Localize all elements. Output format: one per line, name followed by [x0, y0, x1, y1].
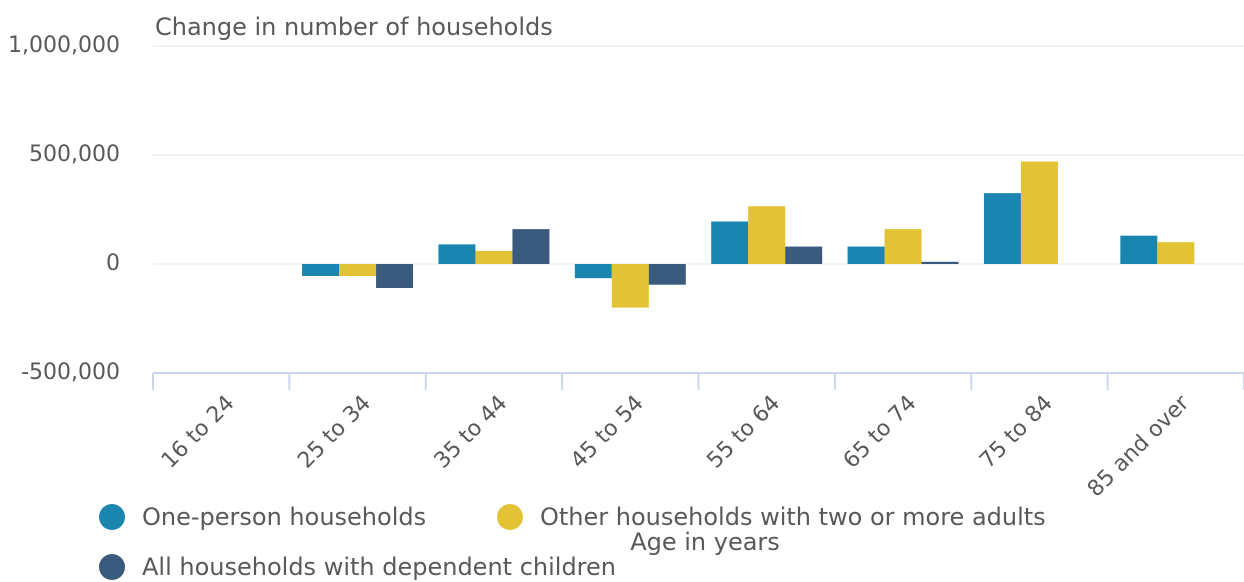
y-tick-label: 500,000	[29, 142, 120, 167]
legend-label: Other households with two or more adults	[540, 503, 1046, 531]
bar	[376, 264, 414, 288]
x-tick-label: 25 to 34	[293, 391, 376, 474]
x-tick-label: 75 to 84	[975, 391, 1058, 474]
legend-marker	[99, 554, 125, 580]
y-tick-label: 0	[106, 251, 120, 276]
x-tick-label: 16 to 24	[157, 391, 240, 474]
bar	[475, 250, 513, 264]
bar	[748, 206, 786, 264]
bar	[983, 193, 1021, 264]
chart-title: Change in number of households	[155, 13, 553, 41]
legend-label: One-person households	[142, 503, 426, 531]
bar	[921, 261, 959, 264]
x-tick-label: 55 to 64	[702, 391, 785, 474]
x-tick-label: 85 and over	[1083, 390, 1195, 502]
bar	[884, 229, 922, 264]
bar	[574, 264, 612, 279]
y-tick-label: -500,000	[21, 360, 120, 385]
bar	[648, 264, 686, 285]
legend-marker	[497, 504, 523, 530]
bar	[1120, 235, 1158, 264]
bar	[611, 264, 649, 308]
x-tick-label: 35 to 44	[430, 391, 513, 474]
bar	[512, 229, 550, 264]
legend-marker	[99, 504, 125, 530]
legend-label: All households with dependent children	[142, 553, 616, 581]
bar	[438, 244, 476, 264]
bar	[302, 264, 340, 276]
bar	[1157, 242, 1195, 264]
x-axis-label: Age in years	[630, 528, 780, 556]
x-tick-label: 65 to 74	[839, 391, 922, 474]
bar	[1020, 161, 1058, 264]
y-tick-label: 1,000,000	[8, 33, 120, 58]
bar	[847, 246, 885, 264]
bar	[711, 221, 749, 264]
bar	[785, 246, 823, 264]
bar	[339, 264, 377, 276]
x-tick-label: 45 to 54	[566, 391, 649, 474]
